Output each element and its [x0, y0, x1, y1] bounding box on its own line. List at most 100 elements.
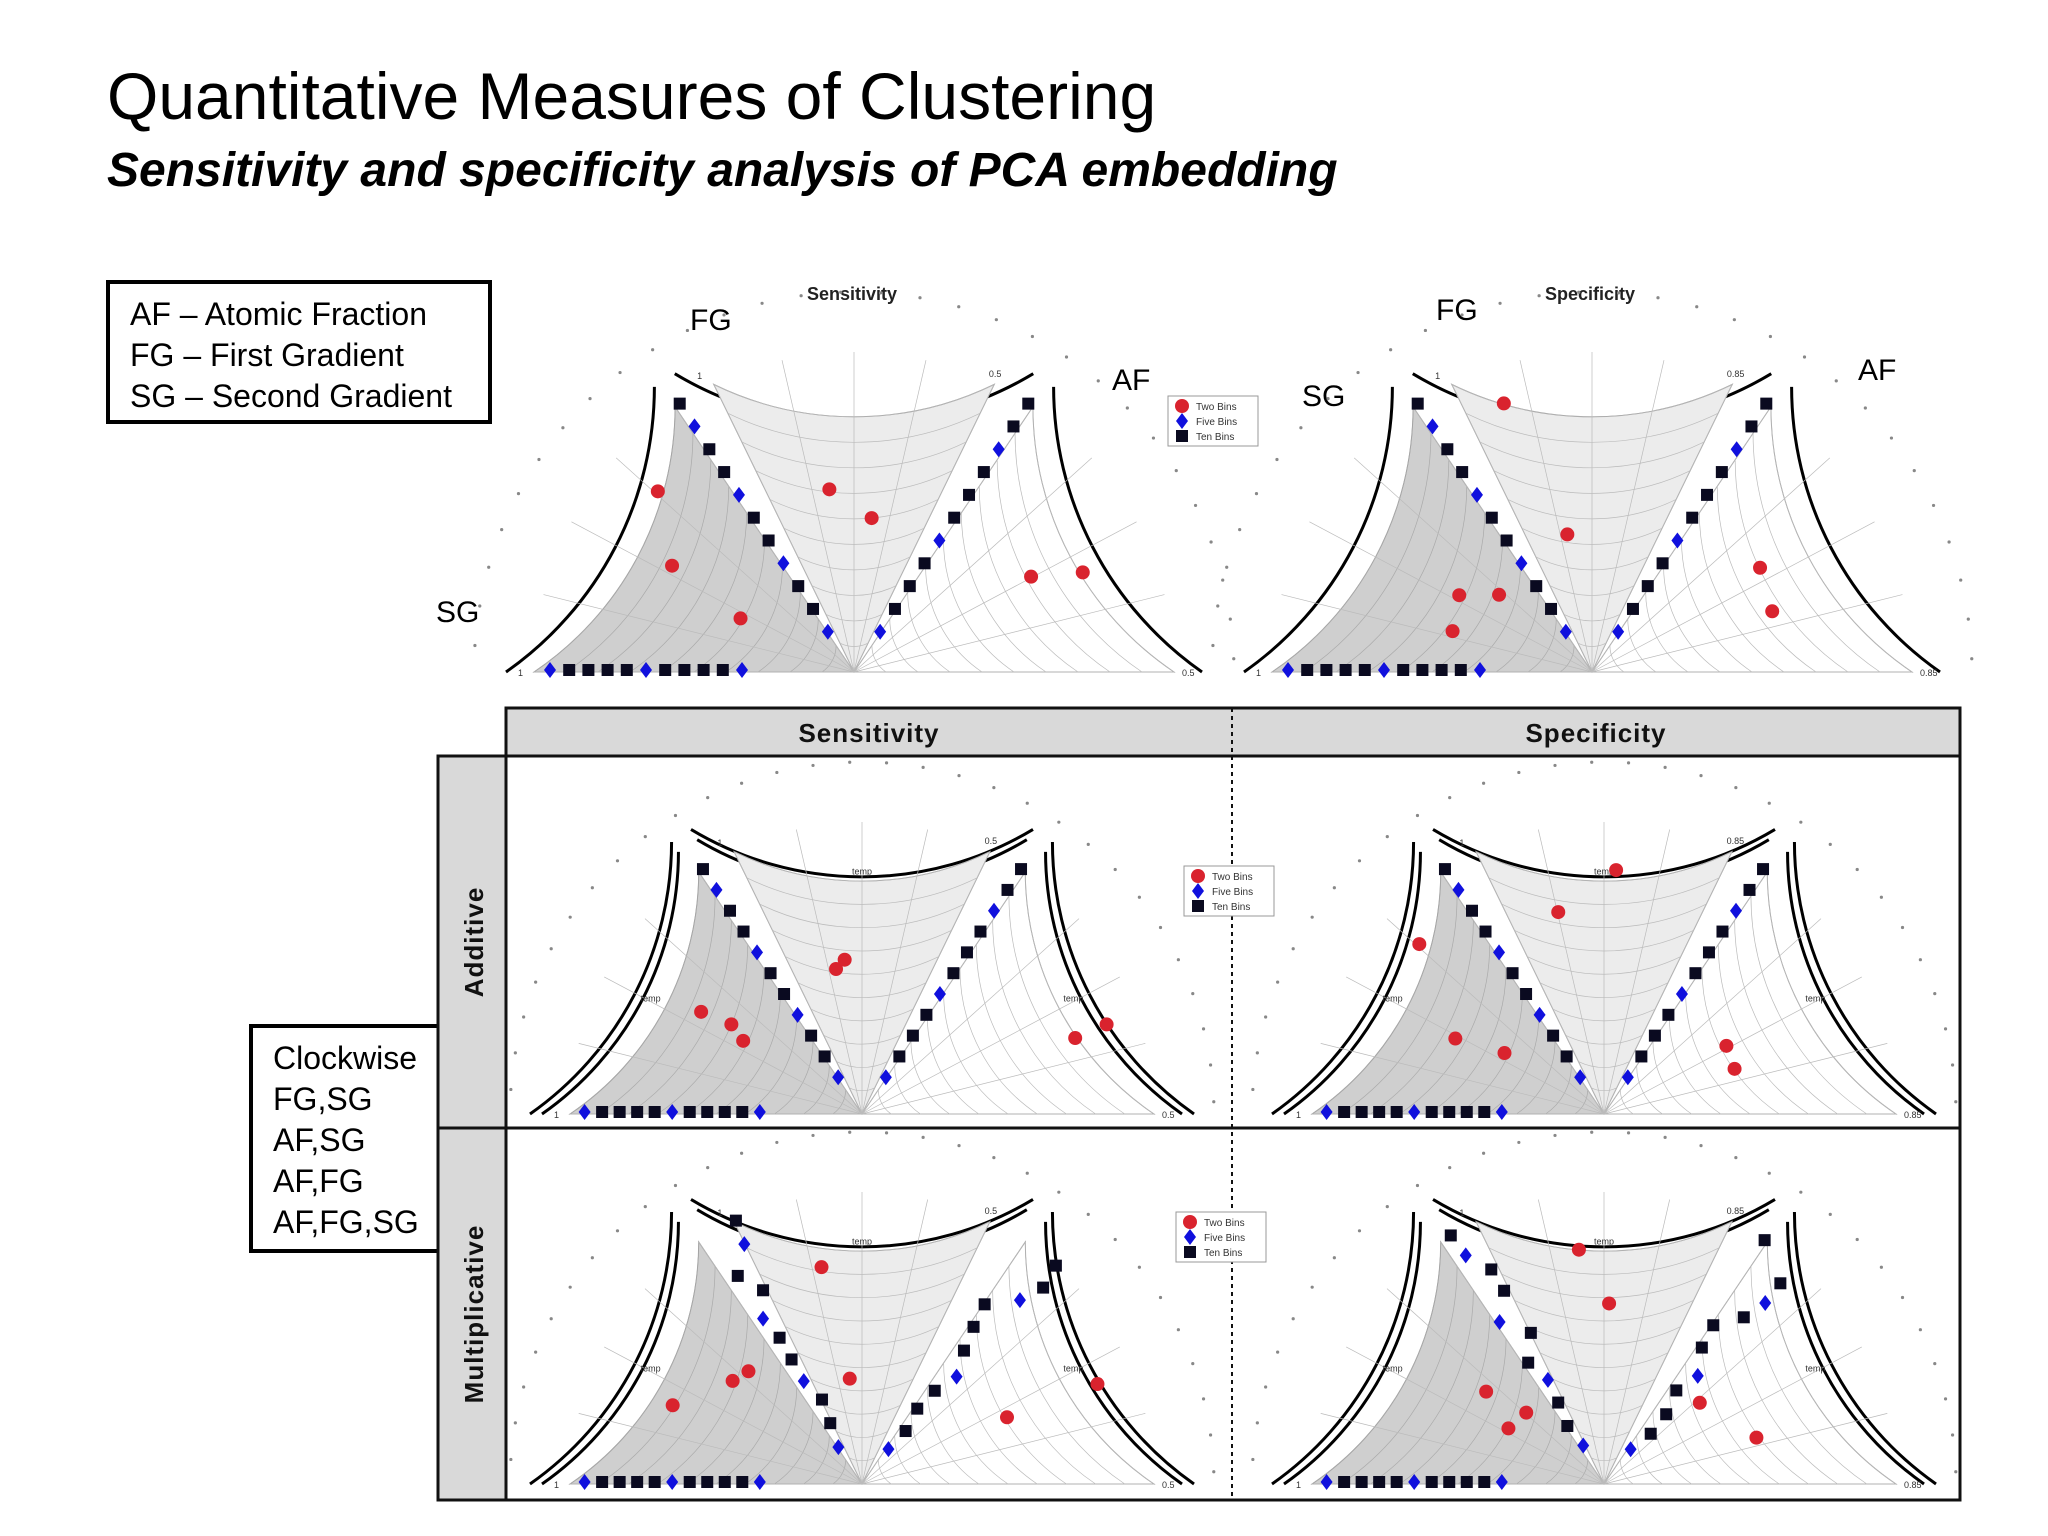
tick-dot — [513, 1421, 517, 1425]
tick-dot — [1030, 334, 1034, 339]
col-header-specificity: Specificity — [1525, 718, 1666, 748]
tick-dot — [618, 370, 622, 375]
tick-dot — [706, 1166, 710, 1170]
marker-ten-bins — [1478, 1106, 1491, 1118]
top-spec-sg-label: SG — [1302, 380, 1345, 413]
grid-ray — [861, 829, 929, 1115]
marker-ten-bins — [673, 397, 686, 410]
grid-ray — [1603, 1413, 1888, 1485]
grid-ray — [1386, 918, 1605, 1115]
marker-ten-bins — [1015, 863, 1028, 876]
marker-two-bins — [1183, 1215, 1197, 1229]
sector-label: temp — [1805, 994, 1825, 1004]
tick-dot — [487, 565, 491, 569]
tick-dot — [1695, 305, 1699, 309]
marker-ten-bins — [1425, 1106, 1438, 1118]
marker-ten-bins — [963, 488, 976, 501]
grid-ray — [1603, 1346, 1862, 1485]
marker-ten-bins — [1466, 904, 1479, 917]
tick-dot — [918, 296, 922, 300]
tick-dot — [1663, 765, 1667, 769]
tick-dot — [1193, 503, 1198, 508]
grid-ray — [713, 384, 855, 673]
marker-ten-bins — [1355, 1476, 1368, 1488]
marker-two-bins — [1448, 1031, 1463, 1046]
tick-dot — [509, 1457, 513, 1462]
outer-arc — [1243, 386, 1394, 674]
marker-ten-bins — [893, 1050, 906, 1063]
grid-ray — [861, 1413, 1146, 1485]
marker-ten-bins — [1689, 967, 1702, 980]
marker-two-bins — [1068, 1031, 1083, 1046]
marker-ten-bins — [1695, 1341, 1708, 1354]
top-sens-af-label: AF — [1112, 364, 1150, 397]
tick-dot — [478, 604, 482, 608]
grid-ray — [1603, 829, 1671, 1115]
scale-label: 1 — [1256, 668, 1261, 678]
tick-dot — [1626, 1131, 1631, 1135]
tick-dot — [811, 763, 815, 768]
marker-two-bins — [733, 611, 748, 626]
tick-dot — [1918, 1328, 1922, 1332]
marker-five-bins — [1408, 1104, 1421, 1120]
grid-ray — [644, 1288, 863, 1485]
marker-five-bins — [544, 662, 556, 678]
tick-dot — [1879, 895, 1883, 899]
tick-dot — [1137, 895, 1141, 899]
marker-five-bins — [821, 623, 834, 640]
marker-ten-bins — [1561, 1419, 1574, 1432]
marker-five-bins — [1730, 441, 1743, 458]
tick-dot — [1113, 867, 1117, 872]
marker-ten-bins — [582, 664, 595, 676]
marker-ten-bins — [818, 1050, 831, 1063]
top-sensitivity-plot: 1 0.5 1 0.5 — [473, 290, 1236, 678]
grid-ray — [1537, 829, 1605, 1115]
tick-dot — [775, 1140, 779, 1145]
tick-dot — [1221, 578, 1225, 582]
sector-label: temp — [852, 1237, 872, 1247]
scale-label: 1 — [1459, 838, 1464, 848]
outer-arc — [529, 842, 674, 1116]
legend-entry: Ten Bins — [1212, 902, 1250, 913]
tick-dot — [1768, 334, 1772, 339]
tick-dot — [1211, 643, 1215, 648]
marker-ten-bins — [724, 904, 737, 917]
marker-ten-bins — [718, 1476, 731, 1488]
top-sens-title: Sensitivity — [807, 284, 897, 304]
tick-dot — [1208, 1063, 1213, 1067]
marker-ten-bins — [736, 1476, 749, 1488]
multiplicative-specificity-plot: 1 0.85 1 0.85 temp temp temp — [1251, 1130, 1958, 1490]
marker-two-bins — [1692, 1395, 1707, 1410]
marker-ten-bins — [967, 1320, 980, 1333]
grid-ray — [853, 384, 995, 673]
scale-label: 1 — [554, 1480, 559, 1490]
marker-five-bins — [1495, 1474, 1508, 1490]
tick-dot — [1855, 867, 1859, 872]
marker-ten-bins — [911, 1402, 924, 1415]
grid-ray — [1309, 521, 1593, 673]
marker-two-bins — [1609, 863, 1624, 878]
tick-dot — [1209, 540, 1213, 544]
marker-ten-bins — [1460, 1476, 1473, 1488]
marker-ten-bins — [1176, 430, 1188, 442]
tick-dot — [590, 1256, 594, 1260]
tick-dot — [1264, 1385, 1268, 1389]
marker-ten-bins — [747, 511, 760, 524]
tick-dot — [1802, 355, 1807, 359]
tick-dot — [673, 813, 678, 818]
tick-dot — [1943, 1397, 1948, 1401]
tick-dot — [685, 328, 690, 333]
tick-dot — [561, 426, 565, 430]
scale-label: 1 — [554, 1110, 559, 1120]
grid-ray — [1320, 1043, 1605, 1115]
tick-dot — [1626, 761, 1631, 765]
marker-ten-bins — [1545, 602, 1558, 615]
marker-ten-bins — [1373, 1106, 1386, 1118]
marker-ten-bins — [1552, 1396, 1565, 1409]
grid-ray — [1603, 918, 1822, 1115]
marker-ten-bins — [631, 1106, 644, 1118]
grid-ray — [853, 594, 1165, 673]
grid-ray — [853, 360, 927, 673]
grid-ray — [1603, 1221, 1733, 1485]
marker-ten-bins — [648, 1106, 661, 1118]
